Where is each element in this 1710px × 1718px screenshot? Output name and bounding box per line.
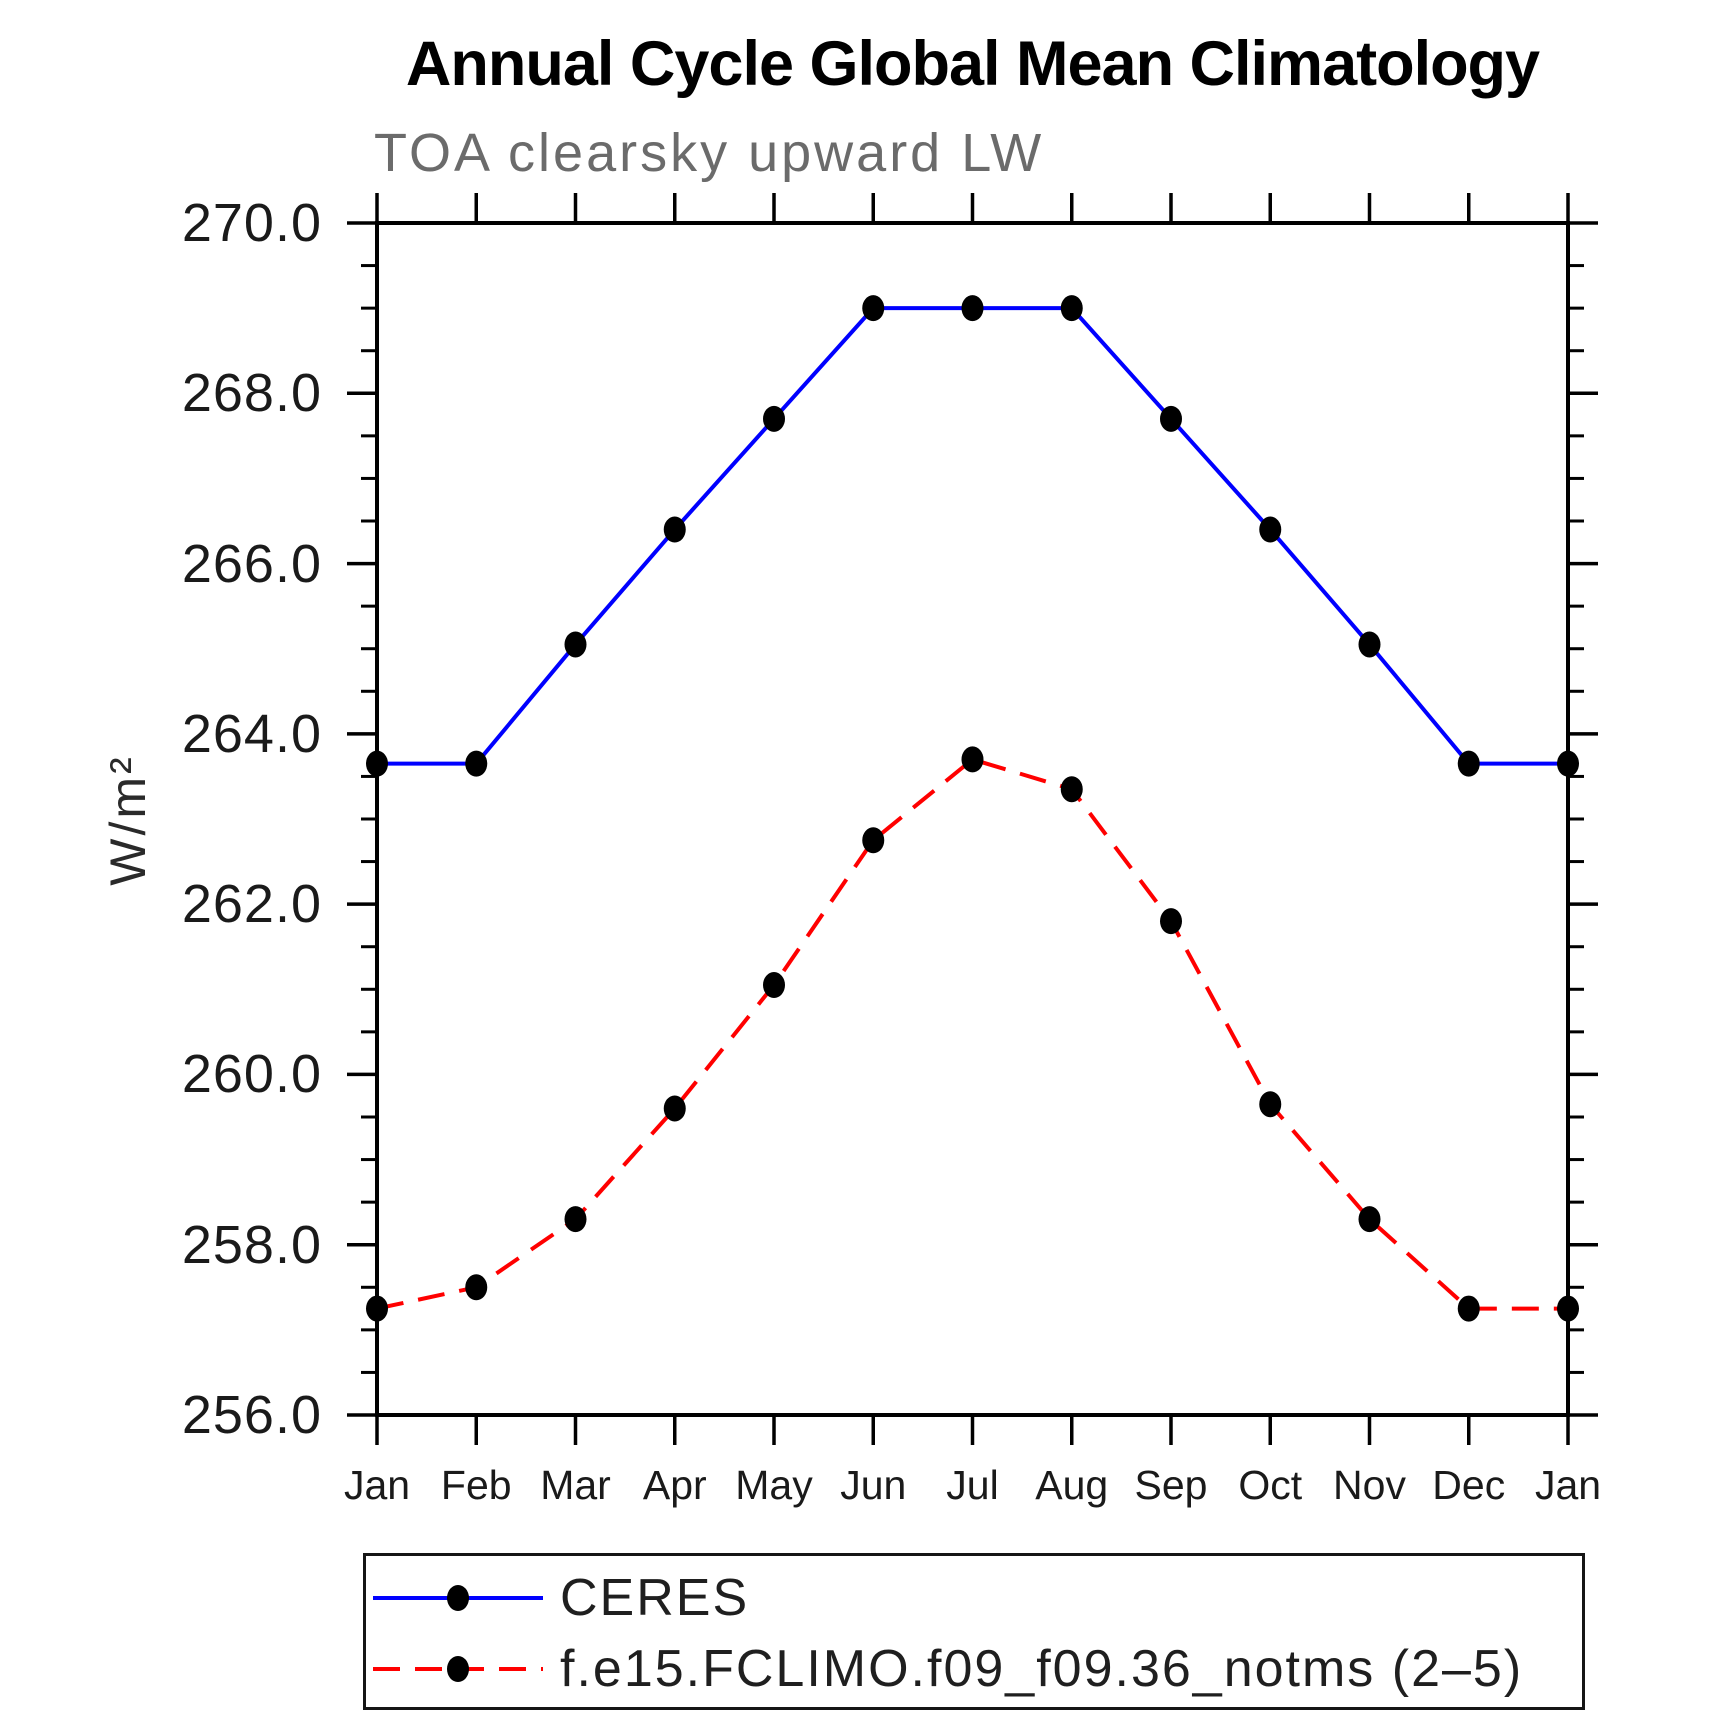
legend-sample-model-line [373, 1656, 543, 1682]
data-point-marker [763, 405, 785, 432]
data-point-marker [1557, 1295, 1579, 1322]
data-point-marker [862, 295, 885, 322]
series-line-model [376, 757, 1568, 1311]
legend-label-model: f.e15.FCLIMO.f09_f09.36_notms (2–5) [560, 1640, 1524, 1698]
legend-item-model: f.e15.FCLIMO.f09_f09.36_notms (2–5) [366, 1640, 1523, 1698]
x-tick-label: Dec [1432, 1462, 1506, 1508]
data-point-marker [862, 827, 885, 854]
data-point-marker [961, 295, 984, 322]
data-point-marker [1457, 1295, 1480, 1322]
data-point-marker [564, 631, 587, 658]
data-point-marker [763, 972, 785, 999]
legend-box: CERES f.e15.FCLIMO.f09_f09.36_notms (2–5… [363, 1553, 1585, 1710]
data-point-marker [1457, 750, 1480, 777]
x-tick-label: Oct [1238, 1462, 1303, 1508]
data-point-marker [1259, 1091, 1282, 1118]
x-tick-label: Aug [1035, 1462, 1109, 1508]
y-tick-label: 258.0 [181, 1214, 322, 1275]
legend-marker-dot [447, 1585, 469, 1611]
data-point-marker [1060, 295, 1083, 322]
y-tick-label: 270.0 [181, 193, 322, 253]
y-tick-label: 262.0 [181, 874, 322, 935]
data-point-marker [1557, 750, 1579, 777]
x-tick-label: Jan [343, 1462, 411, 1508]
chart-subtitle: TOA clearsky upward LW [374, 123, 1045, 183]
data-point-marker [1259, 516, 1282, 543]
data-point-marker [564, 1206, 587, 1233]
data-point-marker [366, 1295, 388, 1322]
legend-label-ceres: CERES [560, 1569, 750, 1627]
data-point-marker [663, 1095, 686, 1122]
y-tick-label: 268.0 [181, 363, 322, 424]
x-tick-label: Jan [1534, 1462, 1602, 1508]
data-point-marker [465, 1274, 488, 1301]
x-tick-label: Feb [440, 1462, 512, 1508]
y-tick-label: 260.0 [181, 1044, 322, 1105]
x-tick-label: Jun [840, 1462, 907, 1508]
legend-sample-ceres-line [373, 1585, 543, 1611]
data-point-marker [1060, 776, 1083, 803]
data-point-marker [1358, 631, 1381, 658]
data-point-marker [961, 746, 984, 773]
data-point-marker [663, 516, 686, 543]
x-tick-label: Sep [1134, 1462, 1208, 1508]
x-tick-label: Jul [946, 1462, 999, 1508]
x-tick-label: Apr [642, 1462, 707, 1508]
data-point-marker [1160, 405, 1182, 432]
x-tick-label: Mar [540, 1462, 611, 1508]
x-tick-label: May [735, 1462, 813, 1508]
data-point-marker [465, 750, 488, 777]
data-point-marker [1160, 908, 1182, 935]
x-tick-label: Nov [1333, 1462, 1406, 1508]
legend-marker-dot [447, 1656, 469, 1682]
y-tick-label: 256.0 [181, 1385, 322, 1445]
data-point-marker [1358, 1206, 1381, 1233]
y-tick-label: 264.0 [181, 703, 322, 764]
chart-title: Annual Cycle Global Mean Climatology [405, 29, 1540, 99]
legend-item-ceres: CERES [366, 1569, 749, 1627]
y-tick-label: 266.0 [181, 533, 322, 594]
data-point-marker [366, 750, 388, 777]
series-line-ceres [377, 306, 1568, 766]
